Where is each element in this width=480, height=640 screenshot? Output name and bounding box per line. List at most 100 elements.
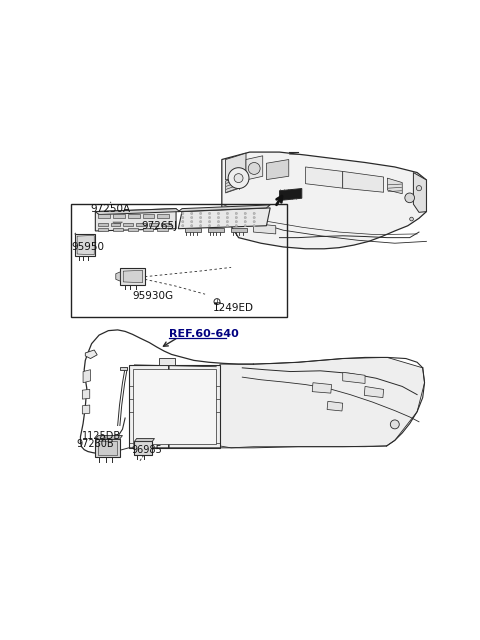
Text: 97265J: 97265J xyxy=(142,221,178,231)
Circle shape xyxy=(405,193,415,203)
Circle shape xyxy=(191,225,193,227)
Text: 97250A: 97250A xyxy=(91,204,131,214)
Circle shape xyxy=(235,212,238,214)
Polygon shape xyxy=(327,401,343,411)
Circle shape xyxy=(235,225,238,227)
Circle shape xyxy=(200,225,202,227)
Polygon shape xyxy=(279,189,302,200)
Polygon shape xyxy=(97,442,117,455)
Circle shape xyxy=(217,221,219,223)
Polygon shape xyxy=(120,268,145,285)
Polygon shape xyxy=(113,222,122,226)
Polygon shape xyxy=(132,369,216,444)
Circle shape xyxy=(248,163,260,174)
Circle shape xyxy=(409,217,413,221)
Polygon shape xyxy=(178,208,270,228)
Polygon shape xyxy=(157,228,168,230)
Polygon shape xyxy=(96,209,176,231)
Circle shape xyxy=(208,216,211,219)
Circle shape xyxy=(416,186,421,191)
Polygon shape xyxy=(253,223,276,234)
Polygon shape xyxy=(134,442,152,455)
Polygon shape xyxy=(85,350,97,358)
Circle shape xyxy=(191,221,193,223)
Polygon shape xyxy=(96,436,122,439)
Circle shape xyxy=(181,225,184,227)
Polygon shape xyxy=(98,214,110,218)
Polygon shape xyxy=(312,383,332,393)
Circle shape xyxy=(200,216,202,219)
Circle shape xyxy=(244,225,246,227)
Polygon shape xyxy=(148,223,158,227)
Circle shape xyxy=(226,212,228,214)
Circle shape xyxy=(217,212,219,214)
Circle shape xyxy=(234,173,243,182)
Polygon shape xyxy=(161,223,171,227)
Polygon shape xyxy=(343,372,365,383)
Polygon shape xyxy=(185,228,202,232)
Bar xyxy=(71,204,287,317)
Polygon shape xyxy=(364,387,384,397)
Polygon shape xyxy=(83,405,90,414)
Polygon shape xyxy=(77,236,94,255)
Text: 1249ED: 1249ED xyxy=(213,303,254,314)
Polygon shape xyxy=(178,205,270,212)
Polygon shape xyxy=(143,228,153,230)
Circle shape xyxy=(208,221,211,223)
Circle shape xyxy=(200,212,202,214)
Polygon shape xyxy=(208,228,225,232)
Polygon shape xyxy=(110,223,120,227)
Polygon shape xyxy=(231,228,248,232)
Circle shape xyxy=(253,221,255,223)
Polygon shape xyxy=(246,156,263,180)
Text: 97280B: 97280B xyxy=(77,439,114,449)
Circle shape xyxy=(181,212,184,214)
Polygon shape xyxy=(343,172,384,192)
Polygon shape xyxy=(226,153,246,180)
Text: REF.60-640: REF.60-640 xyxy=(168,330,239,339)
Circle shape xyxy=(253,216,255,219)
Polygon shape xyxy=(266,159,289,180)
Polygon shape xyxy=(134,438,155,442)
Polygon shape xyxy=(143,214,155,218)
Polygon shape xyxy=(128,214,140,218)
Circle shape xyxy=(244,216,246,219)
Polygon shape xyxy=(220,357,424,448)
Polygon shape xyxy=(136,223,145,227)
Circle shape xyxy=(390,420,399,429)
Polygon shape xyxy=(113,228,123,230)
Polygon shape xyxy=(222,152,426,249)
Polygon shape xyxy=(113,214,125,218)
Text: 95950: 95950 xyxy=(71,242,104,252)
Polygon shape xyxy=(75,234,96,256)
Circle shape xyxy=(217,216,219,219)
Circle shape xyxy=(208,225,211,227)
Circle shape xyxy=(191,216,193,219)
Polygon shape xyxy=(158,358,175,365)
Text: 96985: 96985 xyxy=(132,445,162,456)
Polygon shape xyxy=(116,272,120,281)
Polygon shape xyxy=(387,178,402,194)
Circle shape xyxy=(226,216,228,219)
Circle shape xyxy=(253,225,255,227)
Circle shape xyxy=(228,168,249,189)
Polygon shape xyxy=(157,214,169,218)
Circle shape xyxy=(226,221,228,223)
Polygon shape xyxy=(98,228,108,230)
Circle shape xyxy=(208,212,211,214)
Circle shape xyxy=(235,216,238,219)
Circle shape xyxy=(217,225,219,227)
Circle shape xyxy=(191,212,193,214)
Polygon shape xyxy=(96,209,180,214)
Circle shape xyxy=(253,212,255,214)
Polygon shape xyxy=(305,167,343,188)
Polygon shape xyxy=(123,223,133,227)
Polygon shape xyxy=(98,223,108,227)
Polygon shape xyxy=(129,365,220,448)
Text: 95930G: 95930G xyxy=(132,291,174,301)
Circle shape xyxy=(181,216,184,219)
Circle shape xyxy=(200,221,202,223)
Circle shape xyxy=(235,221,238,223)
Polygon shape xyxy=(413,173,426,212)
Circle shape xyxy=(244,212,246,214)
